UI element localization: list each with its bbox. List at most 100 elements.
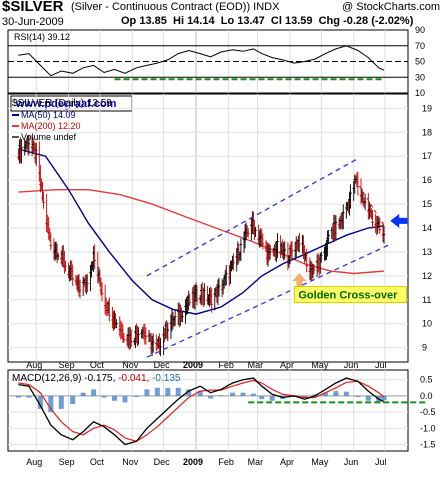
macd-x-tick-label: Sep: [59, 457, 75, 467]
macd-x-tick-label: May: [311, 457, 329, 467]
current-price-arrow-icon: [390, 213, 408, 228]
price-tick-label: 9: [422, 343, 427, 353]
legend-entry: MA(50) 14.09: [21, 110, 76, 120]
quote-summary: Op 13.85 Hi 14.14 Lo 13.47 Cl 13.59 Chg …: [121, 15, 413, 27]
price-bar: [166, 322, 170, 342]
price-bar: [378, 218, 382, 234]
price-bar: [261, 233, 265, 250]
macd-histogram-bar: [365, 395, 371, 401]
price-bar: [210, 288, 213, 313]
price-tick-label: 16: [422, 175, 432, 185]
macd-histogram-bar: [322, 392, 328, 396]
price-x-tick-label: Nov: [122, 360, 139, 370]
price-bar: [173, 310, 177, 326]
price-bar: [224, 264, 228, 286]
url-text: www.pdegraaf.com: [15, 98, 117, 110]
macd-histogram-bar: [48, 395, 54, 413]
price-bar: [290, 240, 294, 260]
ma200-line: [18, 189, 385, 275]
macd-x-tick-label: Jun: [344, 457, 359, 467]
rsi-tick-label: 70: [415, 41, 425, 51]
price-bar: [71, 264, 75, 286]
rsi-tick-label: 10: [415, 88, 425, 98]
price-bar: [382, 225, 386, 244]
price-bar: [108, 297, 111, 322]
macd-histogram-bar: [186, 389, 192, 396]
price-x-tick-label: Aug: [26, 360, 42, 370]
price-tick-label: 17: [422, 151, 432, 161]
price-bar: [232, 253, 235, 271]
price-bar: [86, 274, 89, 293]
price-tick-label: 14: [422, 223, 432, 233]
price-bar: [320, 251, 323, 263]
open-label: Op: [121, 15, 137, 27]
brand-label: @ StockCharts.com: [342, 1, 440, 13]
price-bar: [217, 277, 221, 297]
macd-signal-line: [18, 379, 385, 442]
macd-title: MACD(12,26,9) -0.175, -0.041, -0.135: [12, 373, 181, 384]
price-bar: [64, 260, 67, 272]
macd-histogram-bar: [218, 395, 224, 397]
price-x-tick-label: Apr: [280, 360, 294, 370]
macd-title-part: -0.175,: [81, 373, 115, 384]
change-label: Chg: [318, 15, 340, 27]
price-x-tick-label: 2009: [183, 360, 203, 370]
macd-x-tick-label: Nov: [122, 457, 139, 467]
price-bar: [305, 248, 308, 273]
rsi-title: RSI(14) 39.12: [14, 32, 70, 42]
macd-x-tick-label: Dec: [154, 457, 171, 467]
price-bar: [268, 244, 272, 260]
price-bar: [276, 233, 279, 258]
price-x-tick-label: Dec: [154, 360, 171, 370]
price-bar: [349, 184, 352, 209]
price-bar: [341, 204, 345, 230]
macd-histogram-bar: [197, 391, 203, 396]
price-bar: [371, 209, 374, 229]
macd-histogram-bar: [80, 392, 86, 396]
low-label: Lo: [220, 15, 235, 27]
rsi-tick-label: 90: [415, 25, 425, 35]
price-bar: [298, 232, 301, 253]
low-value: 13.47: [237, 15, 265, 27]
instrument-name: (Silver - Continuous Contract (EOD)) IND…: [71, 1, 280, 13]
price-bar: [283, 241, 287, 260]
price-x-tick-label: Jun: [344, 360, 359, 370]
macd-line: [18, 377, 385, 446]
macd-tick-label: -0.5: [420, 407, 436, 417]
price-bar: [327, 230, 330, 244]
macd-panel: 0.5 0.0 -0.5 -1.0 -1.5 MACD(12,26,9) -0.175, …: [7, 369, 436, 452]
macd-histogram-bar: [381, 395, 387, 401]
price-bar: [246, 228, 250, 238]
price-bar: [129, 329, 133, 347]
price-bar: [56, 252, 60, 261]
macd-histogram-bar: [333, 391, 339, 396]
macd-histogram-bar: [259, 395, 265, 400]
rsi-tick-label: 30: [415, 72, 425, 82]
macd-histogram-bar: [122, 395, 128, 403]
price-title: $SILVER (Daily) 13.59: [12, 98, 112, 109]
price-bar: [334, 215, 338, 240]
macd-histogram-bar: [175, 387, 181, 396]
macd-histogram-bar: [250, 393, 256, 396]
price-x-tick-label: Oct: [90, 360, 105, 370]
macd-tick-label: 0.0: [420, 391, 433, 401]
macd-tick-label: 0.5: [420, 375, 433, 385]
price-tick-label: 13: [422, 247, 432, 257]
quote-date: 30-Jun-2009: [2, 16, 64, 28]
macd-histogram-bar: [154, 387, 160, 396]
price-bar: [312, 264, 316, 275]
price-bar: [195, 285, 199, 306]
macd-histogram-bar: [144, 389, 150, 396]
golden-cross-label: Golden Cross-over: [298, 290, 398, 302]
price-bar: [78, 279, 82, 299]
price-bar: [188, 293, 192, 306]
macd-histogram-bar: [70, 395, 76, 405]
macd-histogram-bar: [240, 392, 246, 396]
macd-histogram-bar: [58, 395, 64, 409]
high-label: Hi: [173, 15, 184, 27]
macd-x-tick-label: Aug: [26, 457, 42, 467]
price-bar: [151, 333, 155, 353]
macd-histogram-bar: [91, 389, 97, 396]
